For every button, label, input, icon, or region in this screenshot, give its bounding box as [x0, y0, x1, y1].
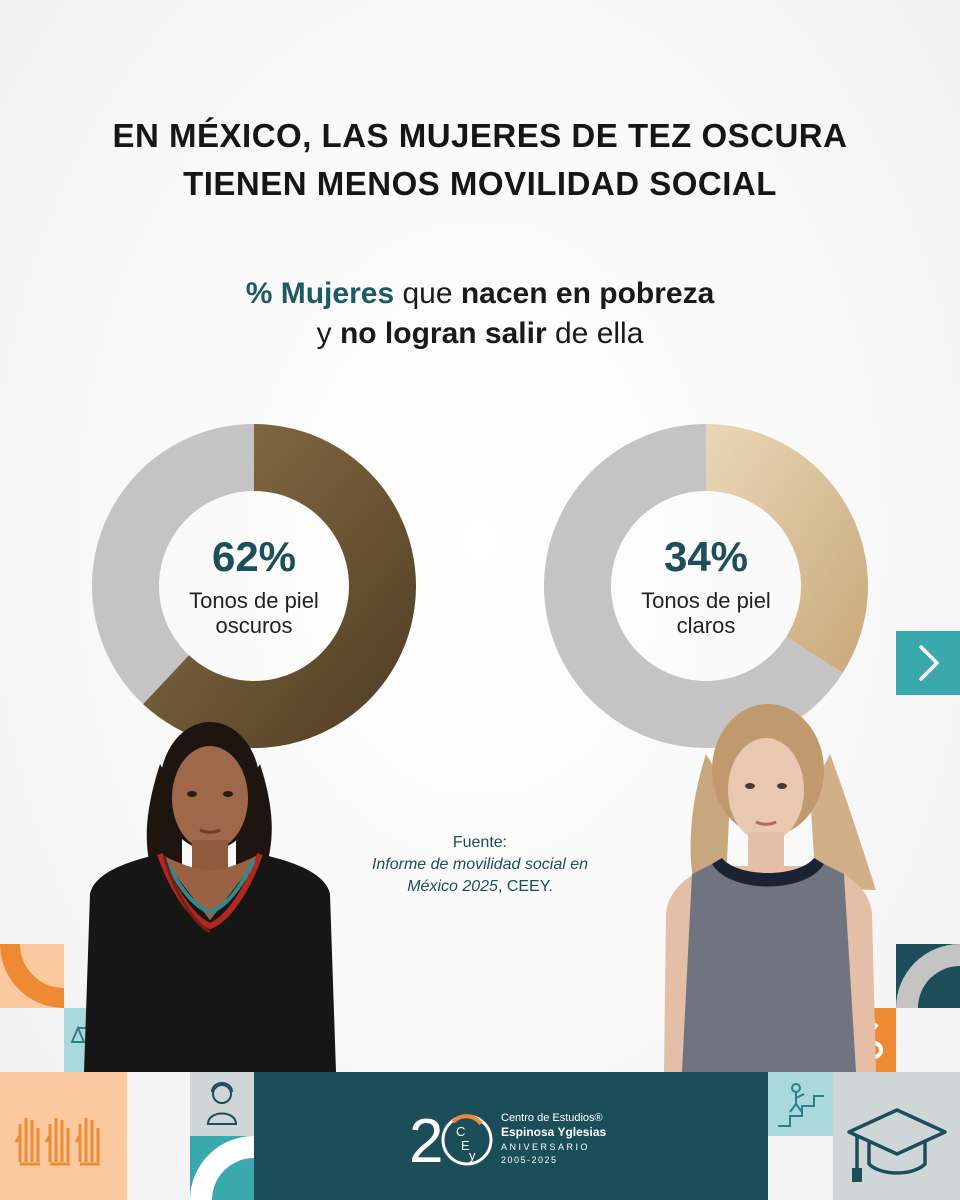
source-line-2-italic: México 2025: [407, 878, 498, 895]
next-slide-button[interactable]: [896, 631, 960, 695]
page-title: EN MÉXICO, LAS MUJERES DE TEZ OSCURA TIE…: [0, 112, 960, 208]
subtitle-highlight: % Mujeres: [245, 277, 395, 310]
decor-tile-graduation: [833, 1072, 960, 1200]
woman-icon: [206, 1082, 238, 1125]
donut-dark-value-label: 62%: [211, 533, 297, 580]
decor-tile-teal-arc: [190, 1136, 254, 1200]
source-note: Fuente: Informe de movilidad social en M…: [360, 832, 600, 898]
woman-light-skin-photo: [640, 694, 896, 1072]
ceey-20-logo-mark: 2 C E y: [409, 1107, 493, 1176]
donut-dark-remainder-slice: [92, 424, 254, 705]
subtitle-text-2: y: [316, 317, 340, 350]
donut-light-value-label: 34%: [663, 533, 749, 580]
source-line-1: Informe de movilidad social en: [371, 856, 589, 873]
chevron-right-icon: [919, 645, 939, 681]
svg-text:y: y: [469, 1148, 476, 1163]
title-line-1: EN MÉXICO, LAS MUJERES DE TEZ OSCURA: [112, 117, 848, 154]
decor-tile-blank-bottom: [768, 1136, 833, 1200]
donut-light-value-slice: [706, 424, 868, 673]
chart-subtitle: % Mujeres que nacen en pobreza y no logr…: [0, 274, 960, 354]
donut-dark-center: 62% Tonos de piel oscuros: [159, 491, 349, 681]
ceey-logo: 2 C E y Centro de Estudios® Espinosa Ygl…: [409, 1100, 629, 1176]
decor-tile-orange-arc: [0, 944, 64, 1008]
donut-chart-light: 34% Tonos de piel claros: [544, 424, 868, 748]
decor-tile-hands: [0, 1072, 127, 1200]
svg-text:C: C: [456, 1124, 465, 1139]
raised-hands-icon: [14, 1118, 100, 1166]
donut-chart-dark-svg: [92, 424, 416, 748]
title-line-2: TIENEN MENOS MOVILIDAD SOCIAL: [183, 165, 777, 202]
logo-org-line-2: Espinosa Yglesias: [501, 1125, 607, 1139]
decor-tile-climb: [768, 1072, 833, 1136]
subtitle-text-3: de ella: [546, 317, 644, 350]
logo-anniversary: ANIVERSARIO: [501, 1142, 591, 1152]
subtitle-text-1: que: [394, 277, 461, 310]
svg-text:2: 2: [409, 1107, 443, 1176]
decor-tile-blank-right: [896, 1008, 960, 1072]
decor-tile-grey-arc: [896, 944, 960, 1008]
source-label: Fuente:: [452, 834, 508, 851]
footer-band: 2 C E y Centro de Estudios® Espinosa Ygl…: [254, 1072, 768, 1200]
donut-dark-category-label: Tonos de piel oscuros: [189, 588, 319, 638]
climbing-steps-icon: [778, 1083, 824, 1127]
donut-chart-light-svg: [544, 424, 868, 748]
donut-light-category-label: Tonos de piel claros: [641, 588, 771, 638]
graduation-cap-icon: [847, 1108, 947, 1182]
donut-chart-dark: 62% Tonos de piel oscuros: [92, 424, 416, 748]
svg-text:E: E: [461, 1138, 470, 1153]
woman-dark-skin-photo: [64, 694, 354, 1072]
logo-text: Centro de Estudios® Espinosa Yglesias AN…: [501, 1112, 606, 1166]
subtitle-bold-1: nacen en pobreza: [460, 277, 715, 310]
decor-tile-blank: [127, 1072, 190, 1200]
subtitle-bold-2: no logran salir: [339, 317, 547, 350]
decor-tile-woman: [190, 1072, 254, 1136]
source-line-2-rest: , CEEY.: [497, 878, 553, 895]
donut-light-remainder-slice: [544, 424, 843, 748]
donut-light-center: 34% Tonos de piel claros: [611, 491, 801, 681]
donut-dark-value-slice: [143, 424, 416, 748]
logo-org-line-1: Centro de Estudios®: [501, 1112, 603, 1124]
logo-years: 2005-2025: [501, 1155, 558, 1165]
